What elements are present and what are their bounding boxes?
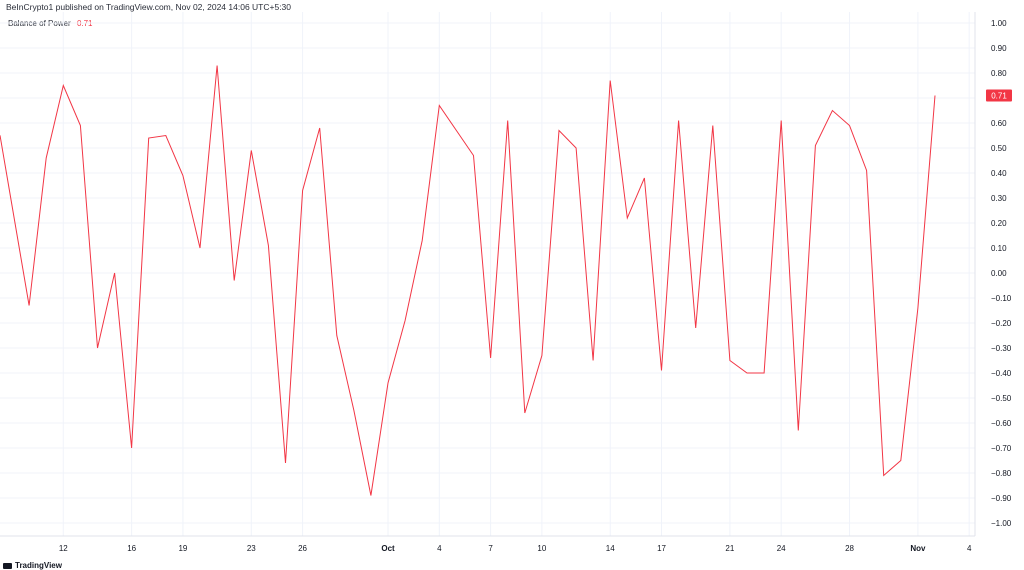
y-tick-label: −0.40 — [991, 369, 1012, 378]
y-tick-label: 0.50 — [991, 144, 1007, 153]
last-value-marker: 0.71 — [986, 89, 1012, 102]
x-tick-label: 21 — [725, 544, 734, 553]
y-tick-label: 0.10 — [991, 244, 1007, 253]
y-tick-label: 0.20 — [991, 219, 1007, 228]
series-layer — [0, 65, 936, 496]
x-tick-label: 4 — [437, 544, 442, 553]
last-value-badge — [986, 89, 1012, 102]
y-tick-label: −0.10 — [991, 294, 1012, 303]
y-tick-label: 0.00 — [991, 269, 1007, 278]
y-tick-label: −1.00 — [991, 519, 1012, 528]
brand-name: TradingView — [15, 561, 62, 570]
x-tick-label: 14 — [606, 544, 615, 553]
x-tick-label: 10 — [537, 544, 546, 553]
x-tick-label: 28 — [845, 544, 854, 553]
y-tick-label: 0.40 — [991, 169, 1007, 178]
y-tick-label: 0.80 — [991, 69, 1007, 78]
x-tick-label: 24 — [777, 544, 786, 553]
y-tick-label: −0.20 — [991, 319, 1012, 328]
x-tick-label: 4 — [967, 544, 972, 553]
tradingview-watermark: TradingView — [3, 561, 62, 570]
x-tick-label: 16 — [127, 544, 136, 553]
y-tick-label: −0.60 — [991, 419, 1012, 428]
y-tick-label: −0.90 — [991, 494, 1012, 503]
y-tick-label: 0.60 — [991, 119, 1007, 128]
y-tick-label: −0.80 — [991, 469, 1012, 478]
y-tick-label: 1.00 — [991, 19, 1007, 28]
y-tick-label: −0.70 — [991, 444, 1012, 453]
x-tick-label: 17 — [657, 544, 666, 553]
last-value-label: 0.71 — [991, 92, 1007, 101]
published-caption: BeInCrypto1 published on TradingView.com… — [6, 2, 292, 12]
x-tick-label: 26 — [298, 544, 307, 553]
y-tick-label: −0.30 — [991, 344, 1012, 353]
x-tick-label: Oct — [381, 544, 395, 553]
y-tick-label: 0.90 — [991, 44, 1007, 53]
x-tick-label: 12 — [59, 544, 68, 553]
grid-lines — [0, 12, 975, 536]
x-tick-label: Nov — [910, 544, 926, 553]
series-line-balance-of-power — [0, 65, 936, 496]
x-axis: 12 16 19 23 26 Oct 4 7 10 14 17 21 24 28 Nov 4 — [59, 544, 972, 553]
tradingview-logo-icon — [3, 562, 12, 569]
y-tick-label: 0.30 — [991, 194, 1007, 203]
y-tick-label: −0.50 — [991, 394, 1012, 403]
x-tick-label: 7 — [488, 544, 493, 553]
x-tick-label: 23 — [247, 544, 256, 553]
x-tick-label: 19 — [178, 544, 187, 553]
